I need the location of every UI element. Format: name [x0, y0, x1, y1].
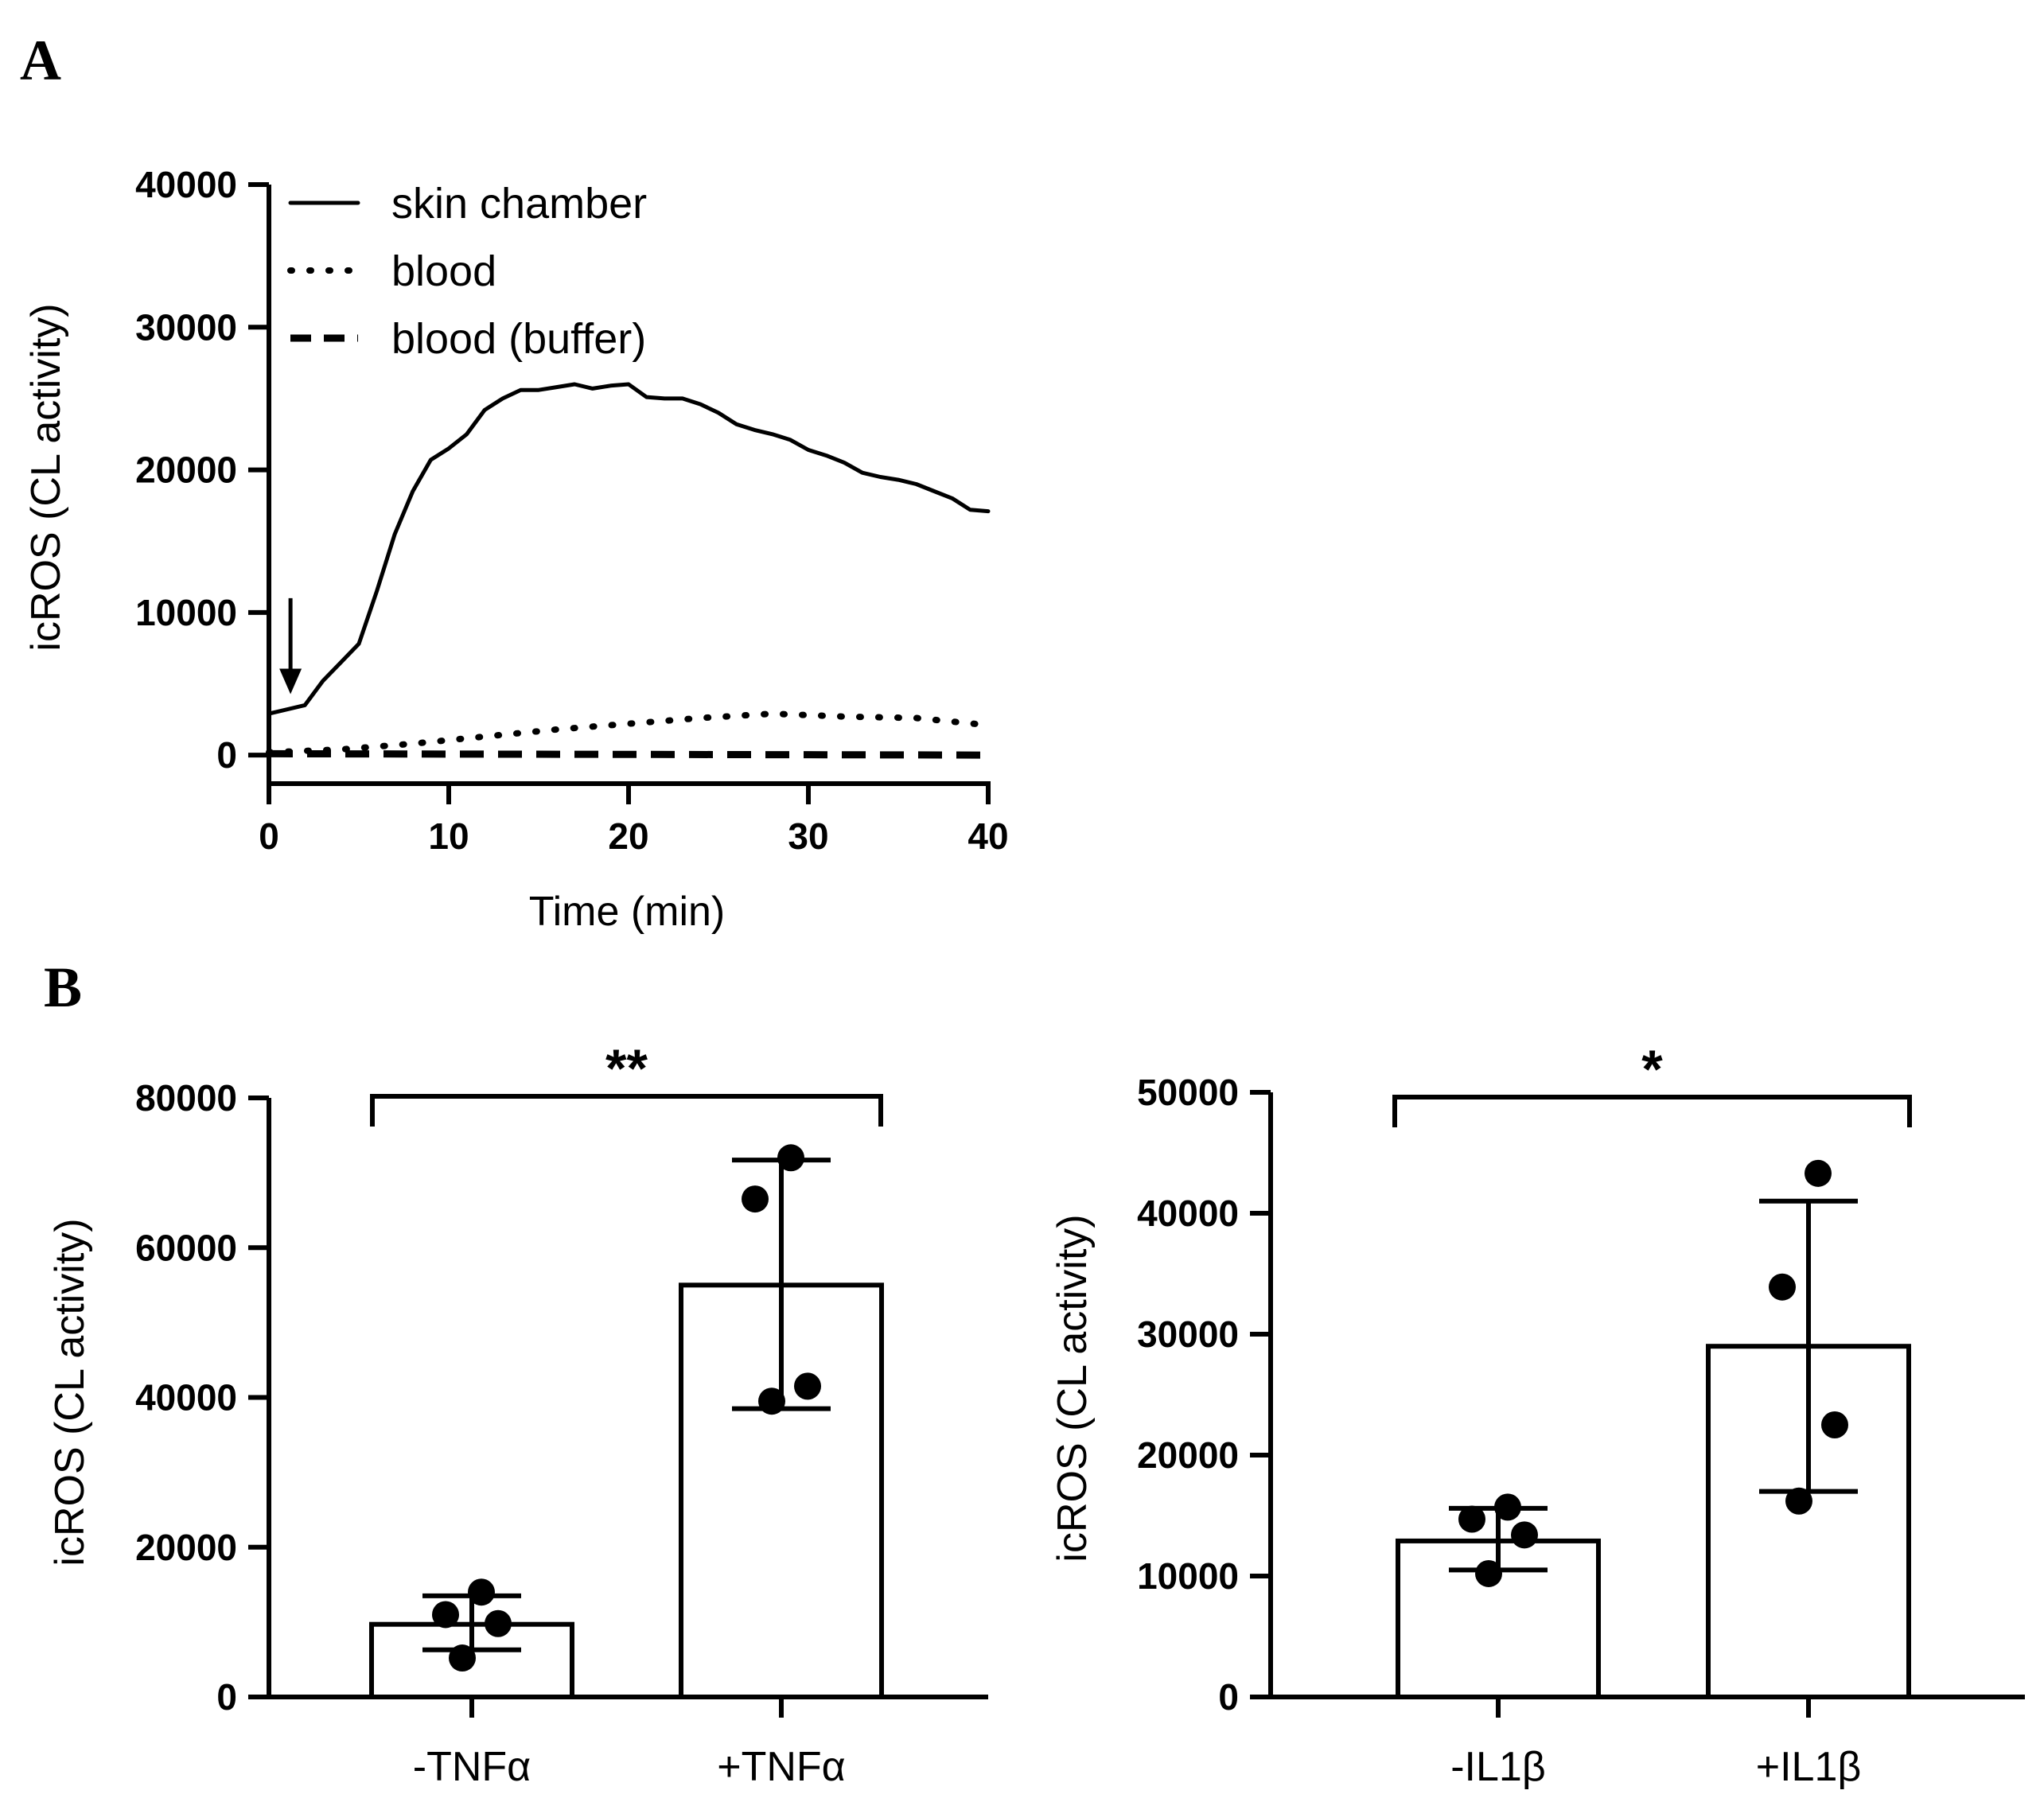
chart-tnf-data-point	[468, 1578, 495, 1606]
chart-a-xtick-label: 30	[788, 815, 828, 857]
chart-a-ytick-label: 40000	[135, 164, 237, 205]
chart-il1-ylabel: icROS (CL activity)	[1049, 1214, 1096, 1562]
chart-tnf-significance-bracket	[370, 1094, 883, 1127]
chart-il1-ytick-label: 40000	[1137, 1193, 1239, 1234]
chart-tnf-ylabel: icROS (CL activity)	[47, 1218, 93, 1566]
chart-il1-category-label: -IL1β	[1450, 1744, 1546, 1790]
chart-tnf-significance-label: **	[605, 1038, 648, 1099]
chart-a-ylabel: icROS (CL activity)	[23, 303, 69, 651]
chart-a-ytick-label: 0	[216, 734, 237, 776]
chart-il1-data-point	[1475, 1559, 1502, 1587]
chart-il1-data-point	[1458, 1505, 1485, 1533]
chart-tnf-data-point	[485, 1609, 512, 1637]
chart-a-series-line	[267, 382, 991, 716]
chart-tnf-data-point	[742, 1185, 769, 1213]
chart-il1-significance-label: *	[1641, 1039, 1663, 1099]
chart-a-ytick-label: 30000	[135, 306, 237, 348]
chart-a-ytick-label: 10000	[135, 592, 237, 633]
chart-tnf-data-point	[794, 1372, 821, 1400]
chart-tnf-ytick-label: 0	[216, 1676, 237, 1718]
chart-a-ytick-label: 20000	[135, 450, 237, 491]
legend-label: blood	[391, 247, 496, 295]
chart-tnf-data-point	[758, 1387, 785, 1415]
chart-il1-data-point	[1511, 1521, 1538, 1549]
chart-tnf-category-label: -TNFα	[413, 1744, 531, 1790]
chart-a-xlabel: Time (min)	[529, 889, 726, 935]
chart-tnf-ytick-label: 80000	[135, 1077, 237, 1119]
panel-b-letter: B	[44, 955, 82, 1019]
chart-a-legend: skin chamber blood blood (buffer)	[287, 180, 647, 363]
chart-tnf-ytick-label: 20000	[135, 1527, 237, 1568]
chart-il1-significance-bracket	[1392, 1095, 1912, 1127]
chart-il1-data-point	[1769, 1273, 1796, 1301]
chart-tnf-data-point	[449, 1644, 476, 1672]
chart-a-xtick-label: 10	[428, 815, 469, 857]
chart-il1-data-point	[1805, 1159, 1832, 1187]
chart-a-xtick-label: 40	[967, 815, 1008, 857]
chart-a-series-line	[266, 710, 991, 756]
legend-label: skin chamber	[391, 180, 647, 228]
chart-il1-ytick-label: 10000	[1137, 1555, 1239, 1597]
chart-il1-ytick-label: 30000	[1137, 1313, 1239, 1355]
chart-tnf-category-label: +TNFα	[717, 1744, 846, 1790]
chart-il1-data-point	[1785, 1487, 1812, 1515]
arrow-head	[279, 668, 302, 695]
chart-a-series-line	[268, 749, 989, 759]
chart-il1-ytick-label: 50000	[1137, 1072, 1239, 1113]
chart-tnf-data-point	[777, 1144, 804, 1172]
chart-a-xtick-label: 0	[259, 815, 279, 857]
legend-label: blood (buffer)	[391, 315, 646, 363]
bar-chart-tnf: icROS (CL activity) 0 20000 40000 60000 8000…	[47, 1038, 988, 1790]
chart-a-xtick-label: 20	[608, 815, 648, 857]
chart-il1-ytick-label: 0	[1218, 1676, 1239, 1718]
chart-tnf-data-point	[432, 1601, 459, 1629]
chart-il1-category-label: +IL1β	[1756, 1744, 1862, 1790]
chart-tnf-ytick-label: 40000	[135, 1377, 237, 1419]
chart-il1-data-point	[1494, 1493, 1521, 1521]
line-chart-a: icROS (CL activity) Time (min) skin cham…	[23, 164, 1009, 935]
bar-chart-il1: icROS (CL activity) 0 10000 20000 30000 4000…	[1049, 1039, 2025, 1790]
chart-tnf-ytick-label: 60000	[135, 1227, 237, 1268]
panel-a-letter: A	[20, 29, 61, 92]
chart-il1-ytick-label: 20000	[1137, 1434, 1239, 1476]
chart-il1-data-point	[1821, 1411, 1848, 1438]
